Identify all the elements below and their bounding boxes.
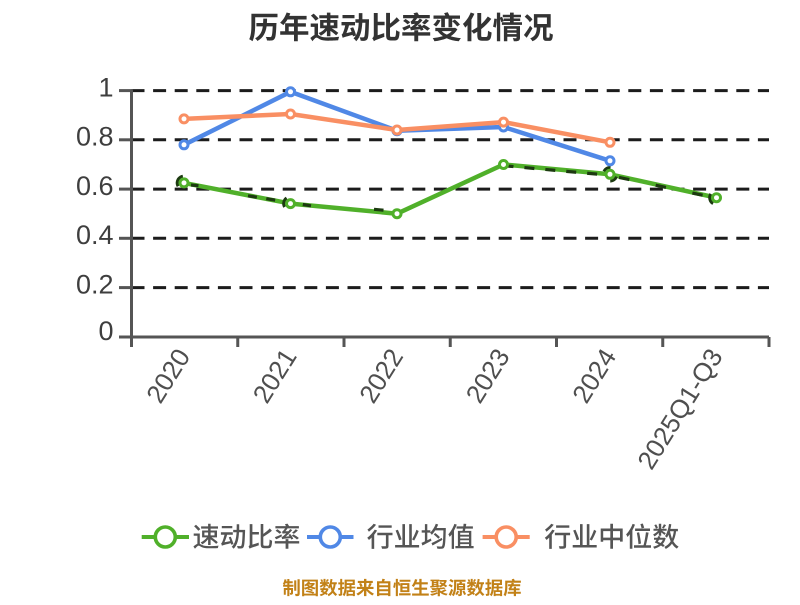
svg-text:0.6: 0.6 (76, 171, 114, 201)
svg-text:1: 1 (98, 72, 113, 102)
svg-text:0.4: 0.4 (76, 220, 114, 250)
svg-text:0.8: 0.8 (76, 122, 114, 152)
svg-text:0.2: 0.2 (76, 269, 114, 299)
svg-text:0: 0 (98, 316, 113, 346)
